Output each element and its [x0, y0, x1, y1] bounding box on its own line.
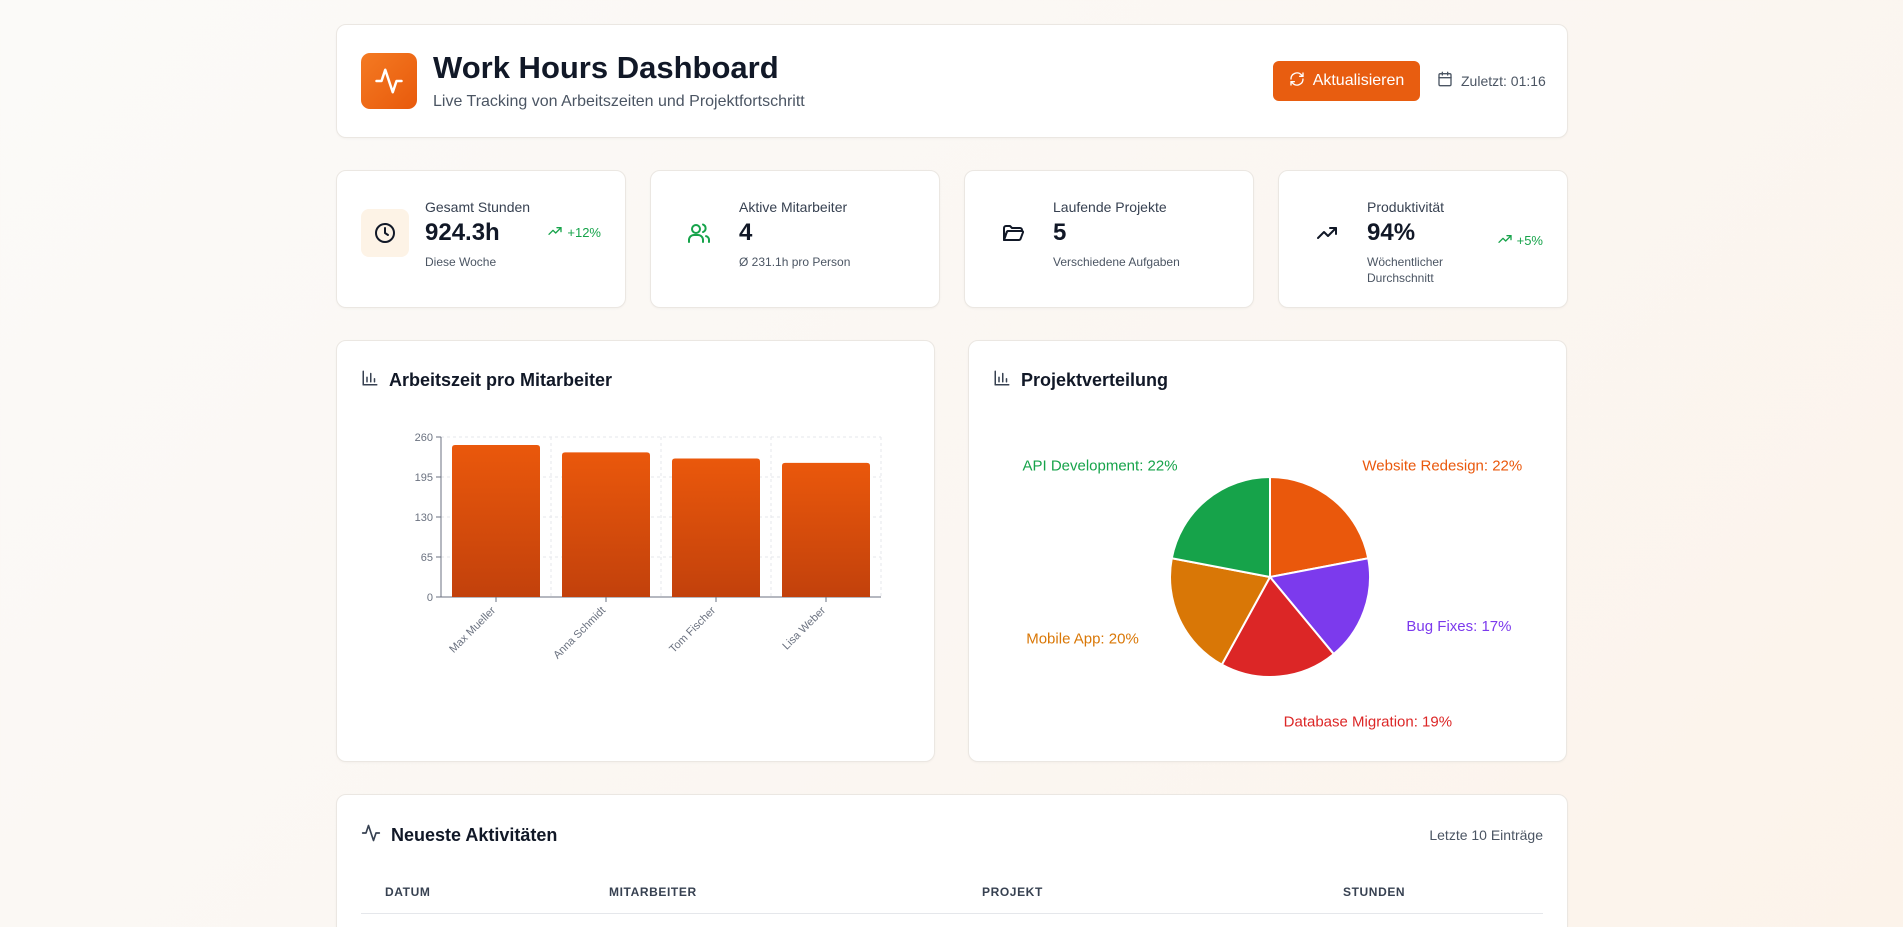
table-header-divider — [361, 913, 1543, 914]
stat-label: Laufende Projekte — [1053, 199, 1167, 215]
bar-chart-title: Arbeitszeit pro Mitarbeiter — [361, 369, 612, 392]
bar — [452, 445, 540, 597]
folder-icon — [989, 209, 1037, 257]
pie-chart: Website Redesign: 22% Bug Fixes: 17% Datab… — [1022, 457, 1522, 730]
bar — [562, 452, 650, 597]
bar — [782, 462, 870, 597]
trending-up-icon — [547, 223, 563, 242]
activity-meta: Letzte 10 Einträge — [1429, 827, 1543, 843]
users-icon — [675, 209, 723, 257]
clock-icon — [361, 209, 409, 257]
stat-card-total-hours: Gesamt Stunden 924.3h Diese Woche +12% — [336, 170, 626, 308]
page-title: Work Hours Dashboard — [433, 50, 779, 85]
activity-icon — [361, 53, 417, 109]
trending-up-icon — [1497, 231, 1513, 250]
stat-trend-value: +5% — [1516, 233, 1543, 248]
stat-card-productivity: Produktivität 94% Wöchentlicher Durchsch… — [1278, 170, 1568, 308]
bar-chart: 0 65 130 195 260 Max Mueller Anna Schmidt Tom F… — [415, 432, 882, 662]
activity-title: Neueste Aktivitäten — [361, 823, 557, 848]
stat-trend-value: +12% — [567, 225, 601, 240]
column-header-hours[interactable]: STUNDEN — [1343, 885, 1406, 899]
y-tick-label: 260 — [415, 432, 433, 444]
bar-chart-card: Arbeitszeit pro Mitarbeiter 0 65 130 195 260… — [336, 340, 935, 762]
stat-subtext: Diese Woche — [425, 255, 497, 269]
pie-slice-label: API Development: 22% — [1022, 457, 1177, 474]
column-header-project[interactable]: PROJEKT — [982, 885, 1043, 899]
x-tick-label: Max Mueller — [447, 604, 498, 655]
stat-label: Produktivität — [1367, 199, 1445, 215]
pie-slice — [1268, 557, 1371, 656]
trending-up-icon — [1303, 209, 1351, 257]
stat-label: Aktive Mitarbeiter — [739, 199, 848, 215]
page-subtitle: Live Tracking von Arbeitszeiten und Proj… — [433, 93, 805, 110]
stat-card-running-projects: Laufende Projekte 5 Verschiedene Aufgabe… — [964, 170, 1254, 308]
stat-label: Gesamt Stunden — [425, 199, 531, 215]
stat-trend: +5% — [1497, 231, 1543, 250]
stat-value: 4 — [739, 219, 753, 246]
pie-chart-title: Projektverteilung — [993, 369, 1168, 392]
stat-value: 5 — [1053, 219, 1067, 246]
pie-chart-title-text: Projektverteilung — [1021, 370, 1169, 390]
activity-card: Neueste Aktivitäten Letzte 10 Einträge D… — [336, 794, 1568, 927]
stat-subtext: Verschiedene Aufgaben — [1053, 255, 1180, 269]
dashboard-header: Work Hours Dashboard Live Tracking von A… — [336, 24, 1568, 138]
pie-slice — [1169, 557, 1272, 666]
last-updated-text: Zuletzt: 01:16 — [1461, 72, 1546, 89]
refresh-button[interactable]: Aktualisieren — [1273, 61, 1420, 101]
pie-slice-label: Website Redesign: 22% — [1362, 457, 1522, 474]
refresh-icon — [1289, 71, 1305, 92]
x-tick-label: Anna Schmidt — [551, 605, 608, 662]
y-tick-label: 130 — [415, 512, 433, 524]
stat-subtext: Wöchentlicher Durchschnitt — [1367, 255, 1444, 285]
column-header-date[interactable]: DATUM — [385, 885, 431, 899]
y-tick-label: 0 — [427, 592, 433, 604]
pie-slice-label: Bug Fixes: 17% — [1406, 618, 1511, 635]
pie-slice — [1170, 475, 1271, 579]
x-tick-label: Lisa Weber — [780, 604, 828, 652]
pie-slice — [1269, 475, 1370, 579]
bar-chart-icon — [361, 369, 379, 392]
stat-subtext: Ø 231.1h pro Person — [739, 255, 851, 269]
stat-value: 924.3h — [425, 219, 500, 246]
pie-slice-label: Database Migration: 19% — [1284, 713, 1452, 730]
activity-title-text: Neueste Aktivitäten — [391, 825, 558, 845]
y-tick-label: 195 — [415, 472, 433, 484]
bar — [672, 458, 760, 597]
pie-chart-card: Projektverteilung Website Redesign: 22% B… — [968, 340, 1567, 762]
column-header-employee[interactable]: MITARBEITER — [609, 885, 697, 899]
pie-slice-label: Mobile App: 20% — [1026, 631, 1139, 648]
refresh-label: Aktualisieren — [1312, 72, 1405, 89]
stat-trend: +12% — [547, 223, 601, 242]
last-updated: Zuletzt: 01:16 — [1437, 71, 1546, 90]
bar-chart-title-text: Arbeitszeit pro Mitarbeiter — [389, 370, 613, 390]
stat-card-active-employees: Aktive Mitarbeiter 4 Ø 231.1h pro Person — [650, 170, 940, 308]
y-tick-label: 65 — [421, 552, 433, 564]
calendar-icon — [1437, 71, 1453, 90]
bar-chart-icon — [993, 369, 1011, 392]
stat-value: 94% — [1367, 219, 1416, 246]
x-tick-label: Tom Fischer — [667, 604, 718, 655]
pie-slice — [1220, 575, 1336, 678]
activity-icon — [361, 823, 381, 848]
